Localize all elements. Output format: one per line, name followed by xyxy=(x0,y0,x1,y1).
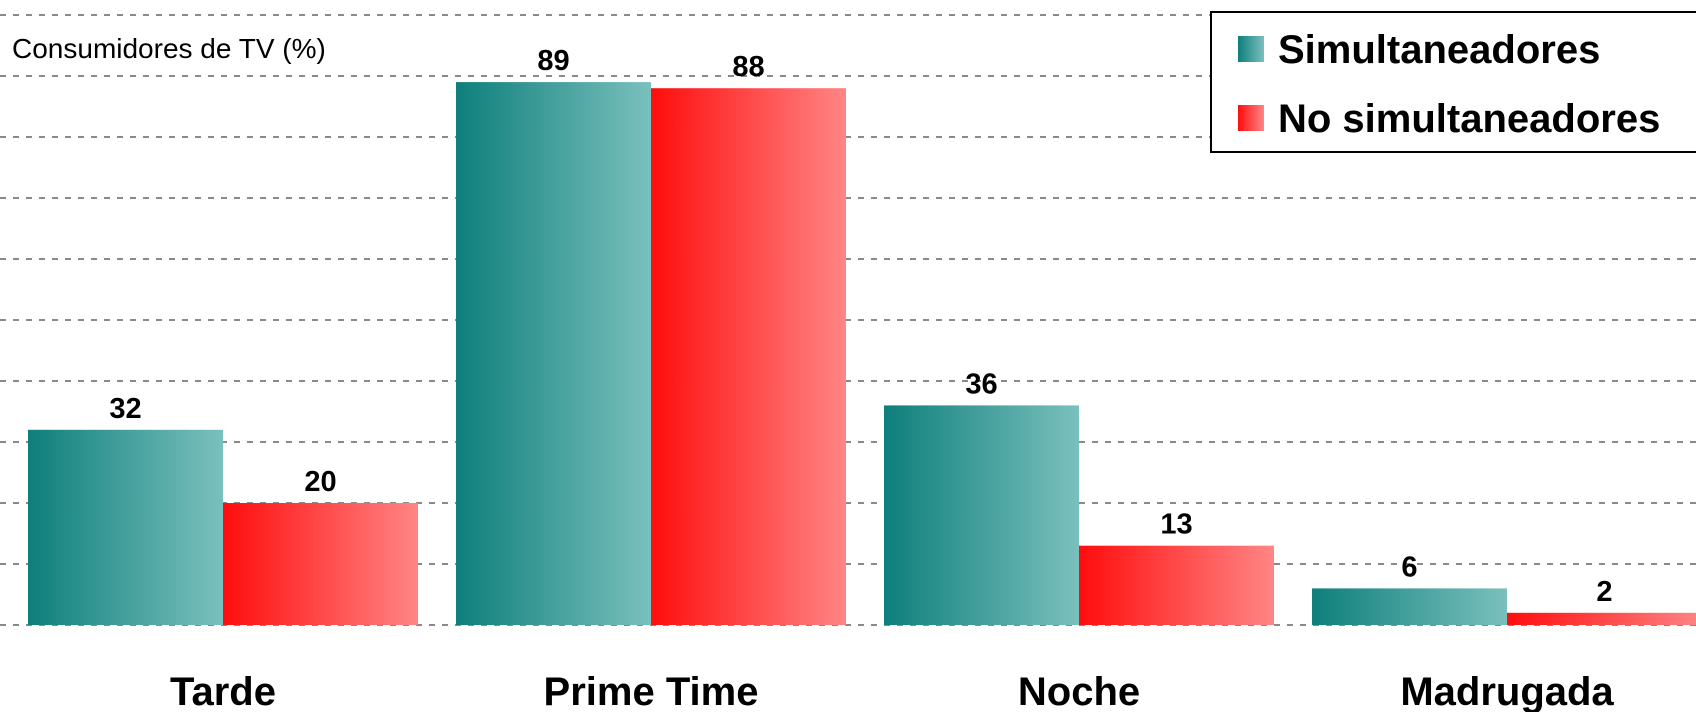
category-label: Madrugada xyxy=(1400,670,1614,712)
value-label: 89 xyxy=(537,45,569,77)
category-label: Prime Time xyxy=(544,670,759,712)
category-labels: Tarde Prime Time Noche Madrugada xyxy=(170,670,1614,712)
bar-1-3 xyxy=(1507,612,1696,625)
value-label: 13 xyxy=(1160,509,1192,541)
value-label: 32 xyxy=(109,393,141,425)
bar-0-1 xyxy=(456,82,651,626)
gridlines xyxy=(0,14,1696,626)
bar-0-2 xyxy=(884,405,1079,625)
value-label: 2 xyxy=(1596,576,1612,608)
legend-label-no-simultaneadores: No simultaneadores xyxy=(1278,97,1660,141)
value-label: 6 xyxy=(1401,551,1417,583)
bar-0-0 xyxy=(28,429,223,625)
value-label: 88 xyxy=(732,51,764,83)
bar-0-3 xyxy=(1312,588,1507,625)
value-labels: 32 20 89 88 36 13 6 2 xyxy=(109,45,1612,608)
bar-1-2 xyxy=(1079,545,1274,625)
legend-swatch-no-simultaneadores xyxy=(1238,105,1264,131)
y-axis-label: Consumidores de TV (%) xyxy=(12,33,326,64)
legend-swatch-simultaneadores xyxy=(1238,36,1264,62)
category-label: Tarde xyxy=(170,670,276,712)
value-label: 20 xyxy=(304,466,336,498)
bar-1-1 xyxy=(651,88,846,625)
legend-box xyxy=(1210,11,1696,153)
bars xyxy=(28,82,1696,626)
bar-1-0 xyxy=(223,503,418,625)
legend: Simultaneadores No simultaneadores xyxy=(1210,11,1696,153)
category-label: Noche xyxy=(1018,670,1140,712)
value-label: 36 xyxy=(965,368,997,400)
legend-label-simultaneadores: Simultaneadores xyxy=(1278,28,1600,72)
